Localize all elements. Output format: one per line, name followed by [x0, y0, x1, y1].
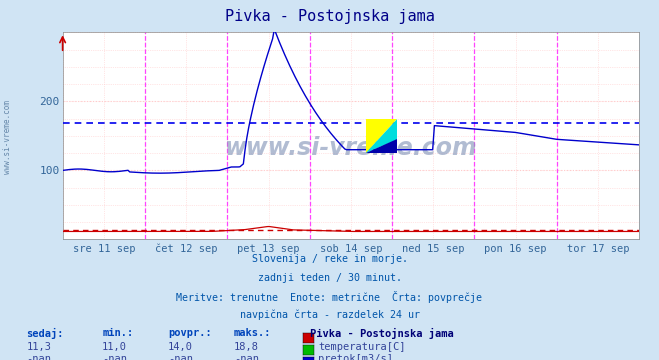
Text: temperatura[C]: temperatura[C]: [318, 342, 406, 352]
Text: -nan: -nan: [168, 354, 193, 360]
Text: Pivka - Postojnska jama: Pivka - Postojnska jama: [310, 328, 453, 339]
Text: 11,3: 11,3: [26, 342, 51, 352]
Text: -nan: -nan: [102, 354, 127, 360]
Text: min.:: min.:: [102, 328, 133, 338]
Polygon shape: [366, 119, 397, 153]
Polygon shape: [366, 119, 397, 153]
Text: Meritve: trenutne  Enote: metrične  Črta: povprečje: Meritve: trenutne Enote: metrične Črta: …: [177, 291, 482, 303]
Text: pretok[m3/s]: pretok[m3/s]: [318, 354, 393, 360]
Text: 11,0: 11,0: [102, 342, 127, 352]
Text: 18,8: 18,8: [234, 342, 259, 352]
Text: navpična črta - razdelek 24 ur: navpična črta - razdelek 24 ur: [239, 310, 420, 320]
Text: povpr.:: povpr.:: [168, 328, 212, 338]
Text: sedaj:: sedaj:: [26, 328, 64, 339]
Text: zadnji teden / 30 minut.: zadnji teden / 30 minut.: [258, 273, 401, 283]
Text: maks.:: maks.:: [234, 328, 272, 338]
Text: Pivka - Postojnska jama: Pivka - Postojnska jama: [225, 9, 434, 24]
Text: www.si-vreme.com: www.si-vreme.com: [3, 100, 13, 174]
Text: 14,0: 14,0: [168, 342, 193, 352]
Text: Slovenija / reke in morje.: Slovenija / reke in morje.: [252, 254, 407, 264]
Text: -nan: -nan: [234, 354, 259, 360]
Polygon shape: [366, 139, 397, 153]
Text: -nan: -nan: [26, 354, 51, 360]
Text: www.si-vreme.com: www.si-vreme.com: [225, 136, 477, 160]
